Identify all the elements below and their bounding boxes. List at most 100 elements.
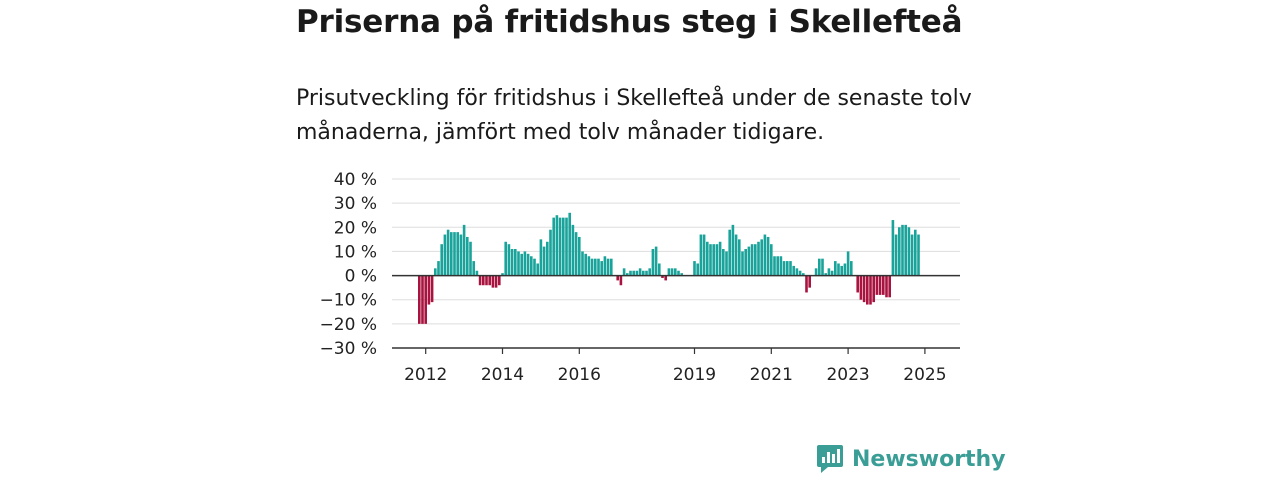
bar [818, 258, 821, 276]
bar [590, 258, 594, 276]
bar [843, 263, 847, 276]
chart-title: Priserna på fritidshus steg i Skellefteå [296, 4, 963, 40]
bar [437, 261, 440, 276]
bar [904, 224, 907, 276]
bar [667, 268, 671, 276]
bar [856, 275, 859, 293]
bar [466, 236, 469, 276]
bar [834, 261, 837, 276]
bar [491, 275, 495, 288]
bar [715, 244, 719, 276]
bar [779, 256, 783, 276]
bar [888, 275, 891, 298]
bar [450, 232, 453, 276]
bar [610, 258, 613, 276]
y-tick-label: 0 % [345, 267, 377, 287]
bar [581, 251, 584, 276]
bar [747, 246, 751, 276]
bar [485, 275, 488, 286]
bar [814, 268, 818, 276]
bar [514, 249, 517, 276]
bar [789, 261, 792, 276]
bar [482, 275, 485, 286]
bar [792, 265, 795, 276]
value-annotation: 17 % [909, 0, 952, 5]
bar [830, 270, 834, 276]
bar [629, 270, 632, 276]
bar [562, 217, 565, 276]
bar [520, 253, 523, 276]
bar [654, 246, 658, 276]
bar [526, 253, 530, 276]
bar [894, 234, 898, 276]
bar [869, 275, 872, 305]
bar [542, 246, 546, 276]
bar [498, 275, 501, 286]
bar [571, 224, 575, 276]
x-tick-label: 2014 [481, 365, 524, 385]
bar [699, 234, 703, 276]
bar [782, 261, 786, 276]
bar [821, 258, 824, 276]
bar [670, 268, 674, 276]
bar [453, 232, 456, 276]
bar [584, 253, 587, 276]
bar [885, 275, 888, 298]
bar [648, 268, 651, 276]
newsworthy-logo-icon [817, 445, 843, 473]
bar [536, 263, 539, 276]
bar [882, 275, 885, 295]
bar [718, 241, 722, 276]
bar [750, 244, 754, 276]
bar [533, 258, 536, 276]
bar [565, 217, 568, 276]
bar [472, 261, 475, 276]
bar [552, 217, 555, 276]
bar [878, 275, 882, 295]
bar [728, 229, 731, 276]
bar [418, 275, 421, 324]
bar [549, 229, 552, 276]
bar [891, 220, 895, 276]
bar [773, 256, 776, 276]
bar [501, 273, 504, 276]
bar [507, 244, 511, 276]
x-tick-label: 2021 [750, 365, 793, 385]
x-tick-label: 2025 [903, 365, 946, 385]
bar [757, 241, 760, 276]
bar [914, 229, 917, 276]
bar [744, 249, 747, 276]
bar [517, 251, 520, 276]
bar [616, 275, 619, 281]
bar [427, 275, 431, 305]
bar [824, 273, 827, 276]
bar [734, 234, 738, 276]
x-tick-label: 2012 [404, 365, 447, 385]
bar [754, 244, 757, 276]
bar [606, 258, 610, 276]
bar [664, 275, 667, 281]
bar [421, 275, 424, 324]
bar [645, 270, 648, 276]
bar [462, 224, 466, 276]
bar [910, 234, 914, 276]
bar [603, 256, 607, 276]
bar [709, 244, 712, 276]
bar [597, 258, 600, 276]
bar [898, 227, 901, 276]
bar [632, 270, 635, 276]
bar [555, 215, 559, 276]
y-tick-label: 20 % [334, 218, 377, 238]
bar [872, 275, 875, 303]
bar [731, 224, 735, 276]
bar [738, 239, 741, 276]
bar [837, 263, 840, 276]
y-tick-label: −10 % [320, 291, 377, 311]
x-tick-label: 2019 [673, 365, 716, 385]
bar [475, 270, 479, 276]
y-tick-label: −20 % [320, 315, 377, 335]
bar [594, 258, 597, 276]
bar-chart: 40 % 30 % 20 % 10 % 0 % −10 % −20 % −30 % 2012 20… [320, 0, 960, 385]
bar [722, 249, 725, 276]
bar [859, 275, 863, 300]
